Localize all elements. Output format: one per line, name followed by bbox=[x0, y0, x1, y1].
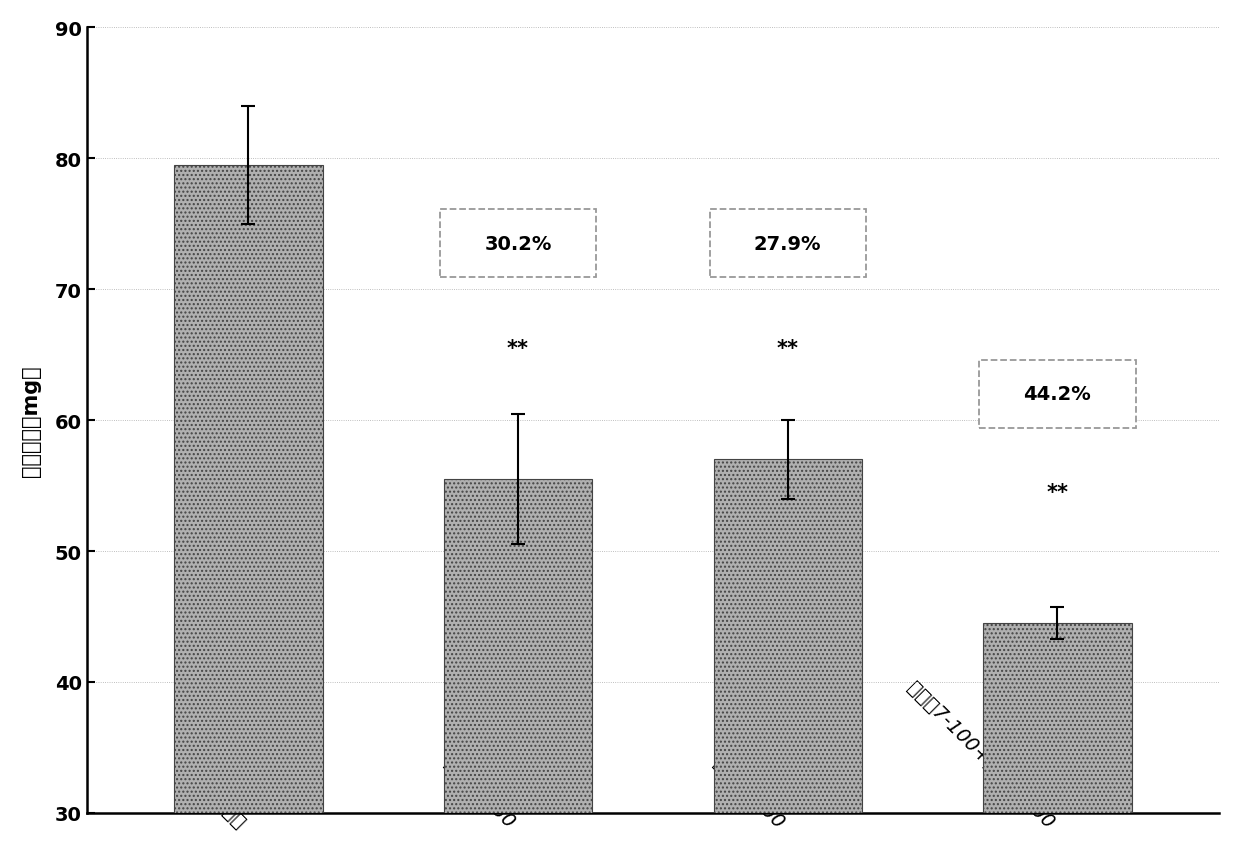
FancyBboxPatch shape bbox=[440, 210, 596, 278]
Bar bbox=[713, 460, 862, 813]
Text: **: ** bbox=[776, 339, 799, 359]
Y-axis label: 尿磷含量（mg）: 尿磷含量（mg） bbox=[21, 365, 41, 476]
Text: 44.2%: 44.2% bbox=[1023, 385, 1091, 404]
Text: 27.9%: 27.9% bbox=[754, 234, 821, 254]
Text: **: ** bbox=[507, 339, 529, 359]
FancyBboxPatch shape bbox=[980, 360, 1136, 429]
Bar bbox=[175, 165, 322, 813]
Bar bbox=[983, 624, 1132, 813]
Text: 30.2%: 30.2% bbox=[485, 234, 552, 254]
FancyBboxPatch shape bbox=[709, 210, 866, 278]
Text: **: ** bbox=[1047, 482, 1069, 503]
Bar bbox=[444, 480, 593, 813]
